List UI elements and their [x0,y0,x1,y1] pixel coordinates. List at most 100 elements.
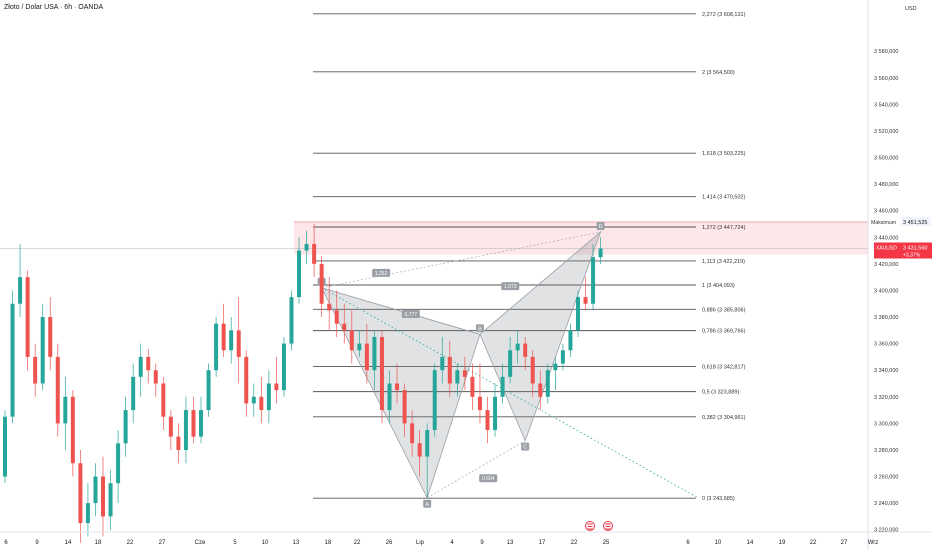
candle-body [10,303,15,417]
pattern-ratio-badge [501,282,520,291]
candle-body [101,476,106,517]
x-tick-label: 14 [65,540,72,546]
candle-body [281,343,286,391]
candle-body [48,317,53,357]
max-value: 3 451,525 [903,220,927,226]
x-tick-label: 10 [262,540,269,546]
x-tick-label: 10 [715,540,722,546]
candle-body [214,323,219,371]
candle-body [515,343,520,351]
pattern-ratio-label: 1,252 [375,271,388,277]
us-flag-stripe [605,523,611,525]
fib-level-label: 0,618 (3 342,817) [702,364,746,370]
candle-body [304,243,309,251]
x-tick-label: 6 [686,540,690,546]
candle-body [274,383,279,391]
x-tick-label: 14 [747,540,754,546]
y-tick-label: 3 400,000 [874,288,898,294]
y-tick-label: 3 440,000 [874,235,898,241]
candle-body [530,356,535,384]
price-tag-symbol: XAUUSD [876,245,897,251]
candle-body [470,376,475,397]
x-tick-label: 27 [841,540,848,546]
pattern-triangle-xab [320,287,481,499]
candle-body [191,410,196,437]
fib-level-label: 1,113 (3 422,219) [702,259,745,265]
price-tag-change: +3,37% [903,252,921,258]
us-flag-stripe [587,526,593,527]
fib-level-label: 0 (3 243,685) [702,496,735,502]
x-tick-label: 17 [539,540,546,546]
pattern-ratio-label: 1,973 [504,284,517,290]
y-tick-label: 3 340,000 [874,368,898,374]
axis-currency-label: USD [905,6,917,12]
x-tick-label: 5 [233,540,237,546]
x-tick-label: 9 [480,540,484,546]
fib-level-label: 0,5 (3 323,889) [702,390,739,396]
fib-level-label: 1,618 (3 503,225) [702,151,746,157]
candle-body [432,370,437,431]
fib-level-label: 0,382 (3 304,961) [702,415,746,421]
candle-body [568,330,573,351]
pattern-ratio-label: 0,777 [405,312,418,318]
x-tick-label: 6 [4,540,8,546]
candle-body [131,376,136,411]
candle-body [236,330,241,357]
candle-body [523,343,528,357]
candle-body [440,356,445,371]
pattern-ratio-line [427,440,526,499]
x-tick-label: 9 [35,540,39,546]
chart-title: Złoto / Dolar USA · 6h · OANDA [4,4,104,11]
y-tick-label: 3 420,000 [874,262,898,268]
pattern-ratio-badge [479,474,498,483]
x-tick-label: 19 [779,540,786,546]
candle-body [560,350,565,364]
candle-body [508,350,513,377]
candle-body [477,396,482,411]
fib-level-label: 1,272 (3 447,724) [702,225,746,231]
candle-body [455,370,460,384]
pattern-ratio-label: 0,604 [482,476,495,482]
candle-body [319,263,324,304]
candle-body [18,277,23,304]
y-tick-label: 3 540,000 [874,102,898,108]
us-flag-stripe [605,528,611,530]
x-tick-label: Lip [416,540,425,546]
candle-body [575,297,580,331]
candle-body [168,416,173,437]
y-tick-label: 3 480,000 [874,182,898,188]
candle-body [289,297,294,344]
y-tick-label: 3 460,000 [874,209,898,215]
candle-body [545,370,550,397]
candle-body [485,410,490,431]
candle-body [402,390,407,424]
x-tick-label: 22 [571,540,578,546]
pattern-ratio-badge [372,268,391,277]
candle-body [176,436,181,450]
pattern-point-label: C [523,445,527,451]
candle-body [55,356,60,424]
candle-body [553,363,558,371]
candle-body [229,330,234,351]
fib-level-label: 0,786 (3 369,766) [702,329,746,335]
pattern-point-badge [596,221,605,230]
y-tick-label: 3 380,000 [874,315,898,321]
fib-level-label: 2,272 (3 608,131) [702,12,746,18]
candle-body [138,356,143,377]
candle-body [183,410,188,450]
candle-body [116,443,121,484]
pattern-ratio-badge [401,310,420,319]
max-tag-bg [901,216,931,226]
pattern-point-label: A [425,502,429,508]
candle-body [425,430,430,457]
candle-body [327,303,332,311]
candle-body [266,383,271,411]
x-tick-label: 22 [810,540,817,546]
candle-body [334,310,339,324]
x-tick-label: 13 [293,540,300,546]
pattern-ratio-line [321,231,601,289]
fib-level-label: 2 (3 564,500) [702,70,735,76]
candle-body [447,356,452,384]
candle-body [364,343,369,371]
